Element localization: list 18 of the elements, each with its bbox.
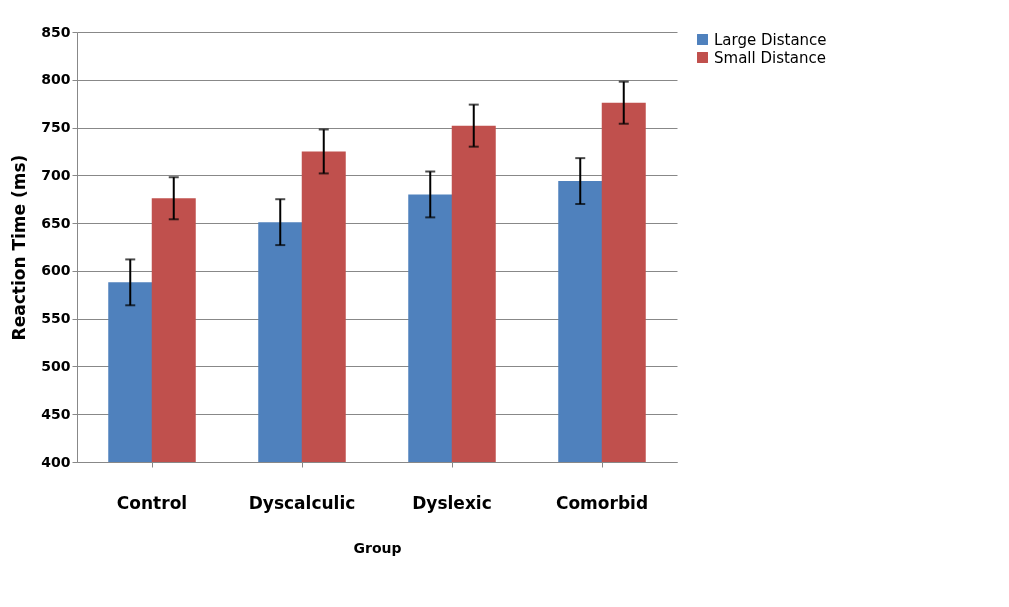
- legend-label: Small Distance: [714, 48, 827, 67]
- y-tick-label: 400: [41, 453, 71, 470]
- x-tick-label: Comorbid: [555, 492, 649, 513]
- y-tick-label: 550: [41, 310, 71, 327]
- y-tick-label: 800: [41, 71, 71, 88]
- y-tick-label: 650: [41, 214, 71, 231]
- y-tick-label: 700: [41, 166, 71, 183]
- y-tick-label: 600: [41, 262, 71, 279]
- y-tick-label: 750: [41, 119, 71, 136]
- x-tick-label: Dyslexic: [412, 492, 492, 513]
- x-tick-label: Dyscalculic: [248, 492, 356, 513]
- x-tick-label: Control: [116, 492, 188, 513]
- y-axis-title: Reaction Time (ms): [9, 154, 30, 341]
- y-tick-label: 450: [41, 405, 71, 422]
- y-tick-label: 850: [41, 23, 71, 40]
- x-axis-title: Group: [353, 539, 402, 556]
- legend-label: Large Distance: [714, 30, 827, 49]
- y-tick-label: 500: [41, 357, 71, 374]
